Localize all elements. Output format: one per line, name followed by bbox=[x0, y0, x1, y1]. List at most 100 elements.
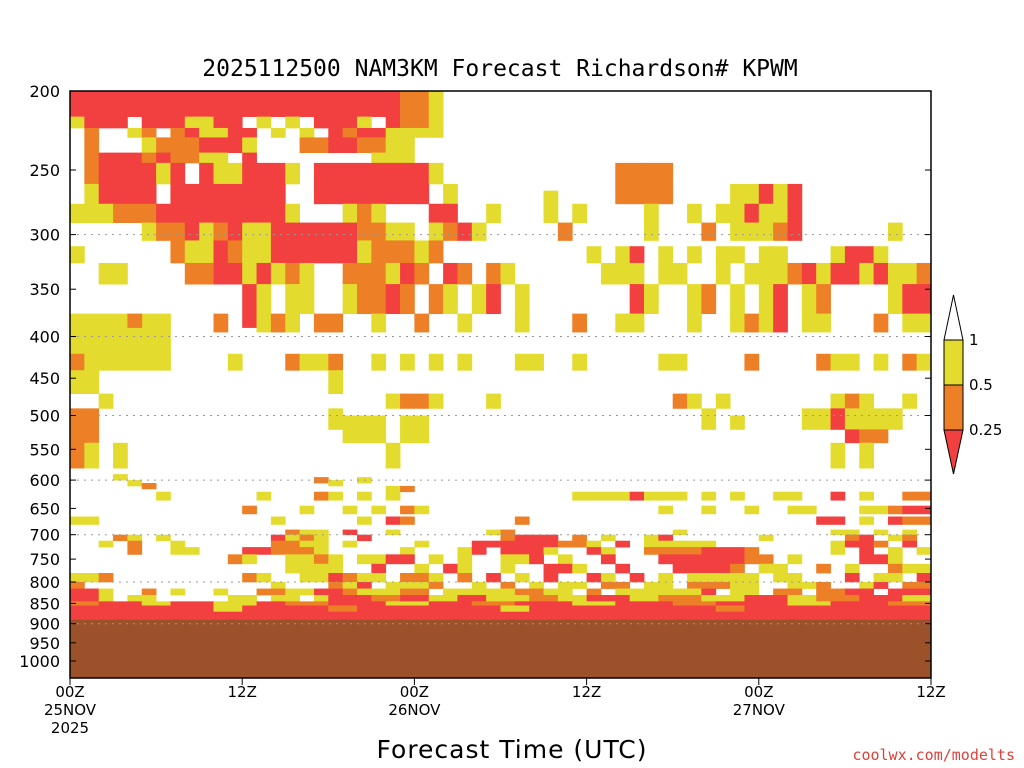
ri-cell bbox=[256, 601, 286, 606]
ri-cell bbox=[170, 547, 186, 555]
ri-cell bbox=[830, 529, 860, 536]
ri-cell bbox=[371, 595, 401, 602]
ri-cell bbox=[428, 116, 444, 129]
ri-cell bbox=[313, 162, 430, 185]
y-tick-label: 250 bbox=[29, 161, 60, 180]
ri-cell bbox=[730, 581, 760, 589]
ri-cell bbox=[916, 563, 932, 574]
ri-cell bbox=[400, 262, 415, 285]
ri-cell bbox=[672, 393, 688, 409]
ri-cell bbox=[270, 127, 286, 138]
color-legend: 1 0.5 0.25 bbox=[943, 294, 1002, 475]
ri-cell bbox=[887, 601, 932, 606]
ri-cell bbox=[730, 284, 745, 315]
ri-cell bbox=[98, 588, 114, 596]
ri-cell bbox=[773, 491, 803, 501]
ri-cell bbox=[873, 313, 889, 333]
ri-cell bbox=[687, 573, 760, 583]
ri-cell bbox=[428, 393, 444, 409]
ri-cell bbox=[299, 573, 329, 583]
ri-cell bbox=[70, 203, 85, 223]
ri-cell bbox=[127, 595, 157, 602]
ri-cell bbox=[859, 505, 874, 515]
ri-cell bbox=[371, 313, 387, 333]
ri-cell bbox=[687, 203, 702, 223]
ri-cell bbox=[500, 529, 516, 536]
ri-cell bbox=[357, 127, 387, 138]
ri-cell bbox=[313, 313, 344, 333]
ri-cell bbox=[70, 581, 85, 589]
ri-cell bbox=[658, 588, 702, 596]
ri-cell bbox=[744, 203, 760, 223]
ri-cell bbox=[586, 588, 602, 596]
ri-cell bbox=[127, 540, 143, 548]
ri-cell bbox=[313, 547, 329, 555]
ri-cell bbox=[543, 563, 573, 574]
ri-cell bbox=[644, 540, 674, 548]
ri-cell bbox=[357, 573, 387, 583]
ri-cell bbox=[98, 540, 114, 548]
ri-cell bbox=[113, 442, 128, 469]
ri-cell bbox=[672, 262, 688, 285]
ri-cell bbox=[572, 563, 587, 574]
ri-cell bbox=[242, 152, 257, 164]
ri-cell bbox=[730, 246, 745, 264]
ri-cell bbox=[313, 588, 344, 596]
ri-cell bbox=[586, 547, 602, 555]
ri-cell bbox=[715, 203, 745, 223]
ri-cell bbox=[615, 162, 645, 185]
ri-cell bbox=[443, 284, 458, 315]
ri-cell bbox=[242, 262, 257, 285]
ri-cell bbox=[256, 491, 272, 501]
ri-cell bbox=[385, 284, 401, 315]
ri-cell bbox=[141, 601, 171, 606]
ri-cell bbox=[270, 262, 286, 285]
ri-cell bbox=[299, 284, 315, 315]
ri-cell bbox=[70, 116, 85, 129]
ri-cell bbox=[213, 162, 243, 185]
ri-cell bbox=[557, 581, 587, 589]
ri-cell bbox=[859, 516, 874, 525]
ri-cell bbox=[773, 573, 803, 583]
source-credit[interactable]: coolwx.com/modelts bbox=[852, 746, 1015, 764]
ri-cell bbox=[70, 588, 100, 596]
ri-cell bbox=[98, 262, 128, 285]
ri-cell bbox=[357, 581, 372, 589]
ri-cell bbox=[428, 240, 444, 264]
ri-cell bbox=[859, 534, 874, 542]
ri-cell bbox=[600, 554, 616, 565]
ri-cell bbox=[844, 246, 874, 264]
ri-cell bbox=[371, 240, 387, 264]
ri-cell bbox=[600, 573, 616, 583]
ri-cell bbox=[184, 183, 286, 205]
ri-cell bbox=[385, 601, 430, 606]
ri-cell bbox=[902, 393, 918, 409]
ri-cell bbox=[701, 595, 745, 602]
ri-cell bbox=[385, 116, 401, 129]
ri-cell bbox=[801, 408, 831, 430]
ri-cell bbox=[529, 595, 559, 602]
ri-cell bbox=[644, 203, 659, 223]
ri-cell bbox=[902, 284, 932, 315]
ri-cell bbox=[701, 547, 745, 555]
ri-cell bbox=[859, 491, 874, 501]
ri-cell bbox=[844, 563, 860, 574]
ri-cell bbox=[227, 595, 257, 602]
ri-cell bbox=[242, 573, 257, 583]
y-tick-label: 750 bbox=[29, 550, 60, 569]
ri-cell bbox=[428, 127, 444, 138]
ri-cell bbox=[758, 183, 774, 205]
ri-cell bbox=[816, 588, 846, 596]
ri-cell bbox=[400, 91, 430, 118]
ri-cell bbox=[873, 262, 889, 285]
ri-cell bbox=[113, 534, 128, 542]
ri-cell bbox=[514, 284, 530, 315]
ri-cell bbox=[227, 127, 257, 138]
ri-cell bbox=[471, 540, 559, 548]
ri-cell bbox=[270, 581, 286, 589]
ri-cell bbox=[701, 505, 717, 515]
ri-cell bbox=[457, 563, 473, 574]
ri-cell bbox=[787, 203, 803, 223]
ri-cell bbox=[816, 353, 831, 371]
ri-cell bbox=[428, 573, 444, 583]
